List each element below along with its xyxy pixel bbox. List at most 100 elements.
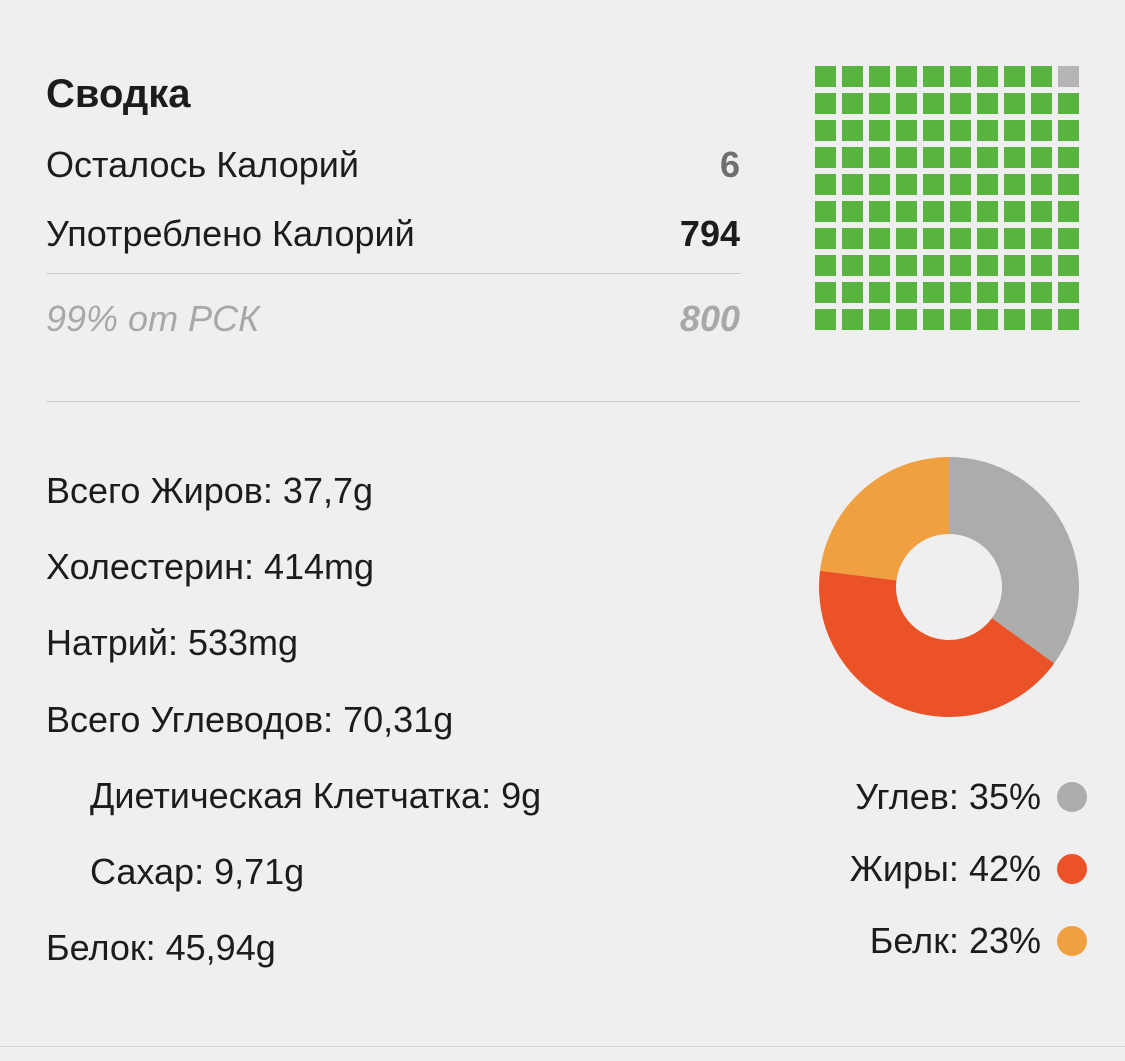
calorie-cell-filled [1004,93,1025,114]
calorie-cell-filled [842,120,863,141]
legend-item-protein: Белк: 23% [870,919,1087,963]
nutrient-protein: Белок: 45,94g [46,927,276,968]
calorie-cell-filled [977,201,998,222]
legend-dot-carbs [1057,782,1087,812]
nutrient-sugar: Сахар: 9,71g [90,851,305,892]
calorie-cell-filled [950,66,971,87]
calorie-cell-filled [1004,255,1025,276]
calorie-cell-filled [869,309,890,330]
calorie-cell-filled [1058,282,1079,303]
calorie-cell-filled [842,228,863,249]
calorie-cell-filled [950,255,971,276]
legend-dot-fats [1057,854,1087,884]
calorie-cell-filled [950,201,971,222]
calorie-cell-filled [1058,147,1079,168]
remaining-calories-label: Осталось Калорий [46,144,359,185]
calorie-grid-svg [815,66,1079,330]
calorie-cell-empty [1058,66,1079,87]
calorie-cell-filled [815,228,836,249]
consumed-calories-value: 794 [679,213,740,254]
nutrient-dietary-fiber: Диетическая Клетчатка: 9g [90,775,542,816]
calorie-cell-filled [1031,309,1052,330]
nutrient-total-carbs: Всего Углеводов: 70,31g [46,699,454,740]
calorie-cell-filled [842,93,863,114]
nutrient-total-fat: Всего Жиров: 37,7g [46,470,374,511]
macro-donut-svg [819,457,1079,717]
daily-goal-percent: 99% от РСК [46,298,260,339]
calorie-cell-filled [1031,255,1052,276]
calorie-cell-filled [896,66,917,87]
calorie-cell-filled [950,282,971,303]
calorie-cell-filled [923,201,944,222]
calorie-cell-filled [842,66,863,87]
legend-label-fats: Жиры: 42% [849,848,1041,889]
calorie-cell-filled [1058,201,1079,222]
calorie-cell-filled [1031,147,1052,168]
calorie-cell-filled [896,93,917,114]
calorie-cell-filled [896,201,917,222]
calorie-cell-filled [815,66,836,87]
calorie-cell-filled [815,309,836,330]
calorie-cell-filled [815,147,836,168]
calorie-cell-filled [950,120,971,141]
calorie-cell-filled [869,255,890,276]
calorie-cell-filled [1004,120,1025,141]
legend-item-carbs: Углев: 35% [855,775,1087,819]
calorie-cell-filled [1058,174,1079,195]
legend-item-fats: Жиры: 42% [850,847,1087,891]
calorie-cell-filled [1031,282,1052,303]
calorie-cell-filled [1058,255,1079,276]
consumed-calories-label: Употреблено Калорий [46,213,415,254]
calorie-cell-filled [1004,174,1025,195]
calorie-cell-filled [923,228,944,249]
calorie-cell-filled [977,66,998,87]
summary-divider [46,273,741,274]
calorie-cell-filled [842,282,863,303]
calorie-cell-filled [842,174,863,195]
legend-dot-protein [1057,926,1087,956]
calorie-cell-filled [1031,66,1052,87]
donut-slice-carbs [949,457,1079,664]
calorie-cell-filled [842,255,863,276]
calorie-cell-filled [1058,228,1079,249]
calorie-cell-filled [1058,309,1079,330]
calorie-cell-filled [977,93,998,114]
macro-donut-chart [818,456,1080,718]
calorie-cell-filled [815,201,836,222]
calorie-cell-filled [950,174,971,195]
calorie-cell-filled [842,201,863,222]
calorie-cell-filled [869,174,890,195]
calorie-cell-filled [896,282,917,303]
calorie-cell-filled [1031,228,1052,249]
calorie-cell-filled [869,147,890,168]
calorie-cell-filled [842,309,863,330]
calorie-cell-filled [1031,120,1052,141]
calorie-cell-filled [869,201,890,222]
calorie-cell-filled [1031,174,1052,195]
calorie-cell-filled [815,174,836,195]
calorie-cell-filled [977,228,998,249]
calorie-cell-filled [1031,201,1052,222]
calorie-cell-filled [977,309,998,330]
calorie-cell-filled [815,282,836,303]
calorie-cell-filled [869,228,890,249]
legend-label-carbs: Углев: 35% [855,776,1041,817]
calorie-cell-filled [1058,120,1079,141]
calorie-cell-filled [923,93,944,114]
calorie-cell-filled [869,66,890,87]
calorie-cell-filled [869,120,890,141]
calorie-cell-filled [896,120,917,141]
calorie-cell-filled [977,255,998,276]
calorie-cell-filled [815,255,836,276]
daily-goal-value: 800 [679,298,740,339]
calorie-cell-filled [977,147,998,168]
calorie-cell-filled [923,255,944,276]
nutrient-sodium: Натрий: 533mg [46,622,299,663]
calorie-cell-filled [896,147,917,168]
calorie-cell-filled [1004,282,1025,303]
calorie-cell-filled [950,228,971,249]
calorie-cell-filled [950,93,971,114]
calorie-cell-filled [1004,66,1025,87]
donut-slice-protein [820,457,949,581]
calorie-cell-filled [1004,309,1025,330]
